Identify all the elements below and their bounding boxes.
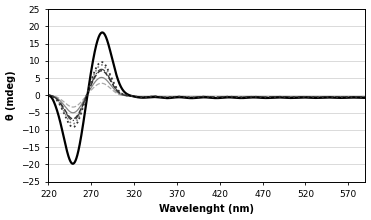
X-axis label: Wavelenght (nm): Wavelenght (nm) — [160, 204, 255, 214]
Y-axis label: θ (mdeg): θ (mdeg) — [6, 70, 16, 120]
